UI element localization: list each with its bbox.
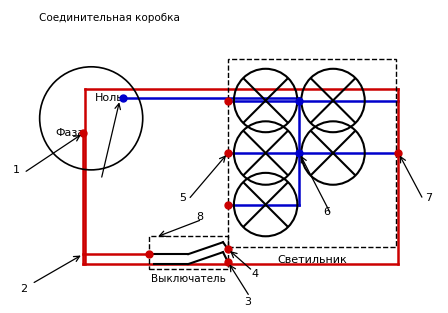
Bar <box>228 59 396 247</box>
Text: 3: 3 <box>244 297 251 307</box>
Text: 1: 1 <box>13 165 19 175</box>
Text: 5: 5 <box>179 192 186 203</box>
Text: 2: 2 <box>20 284 27 294</box>
Text: 6: 6 <box>323 208 331 218</box>
Text: 8: 8 <box>197 213 204 223</box>
Text: Ноль: Ноль <box>95 93 124 103</box>
Bar <box>149 236 228 269</box>
Text: Фаза: Фаза <box>56 128 85 138</box>
Text: Соединительная коробка: Соединительная коробка <box>39 13 180 23</box>
Text: Выключатель: Выключатель <box>151 274 226 284</box>
Text: 4: 4 <box>251 269 258 279</box>
Text: Светильник: Светильник <box>277 255 347 265</box>
Text: 7: 7 <box>425 192 432 203</box>
